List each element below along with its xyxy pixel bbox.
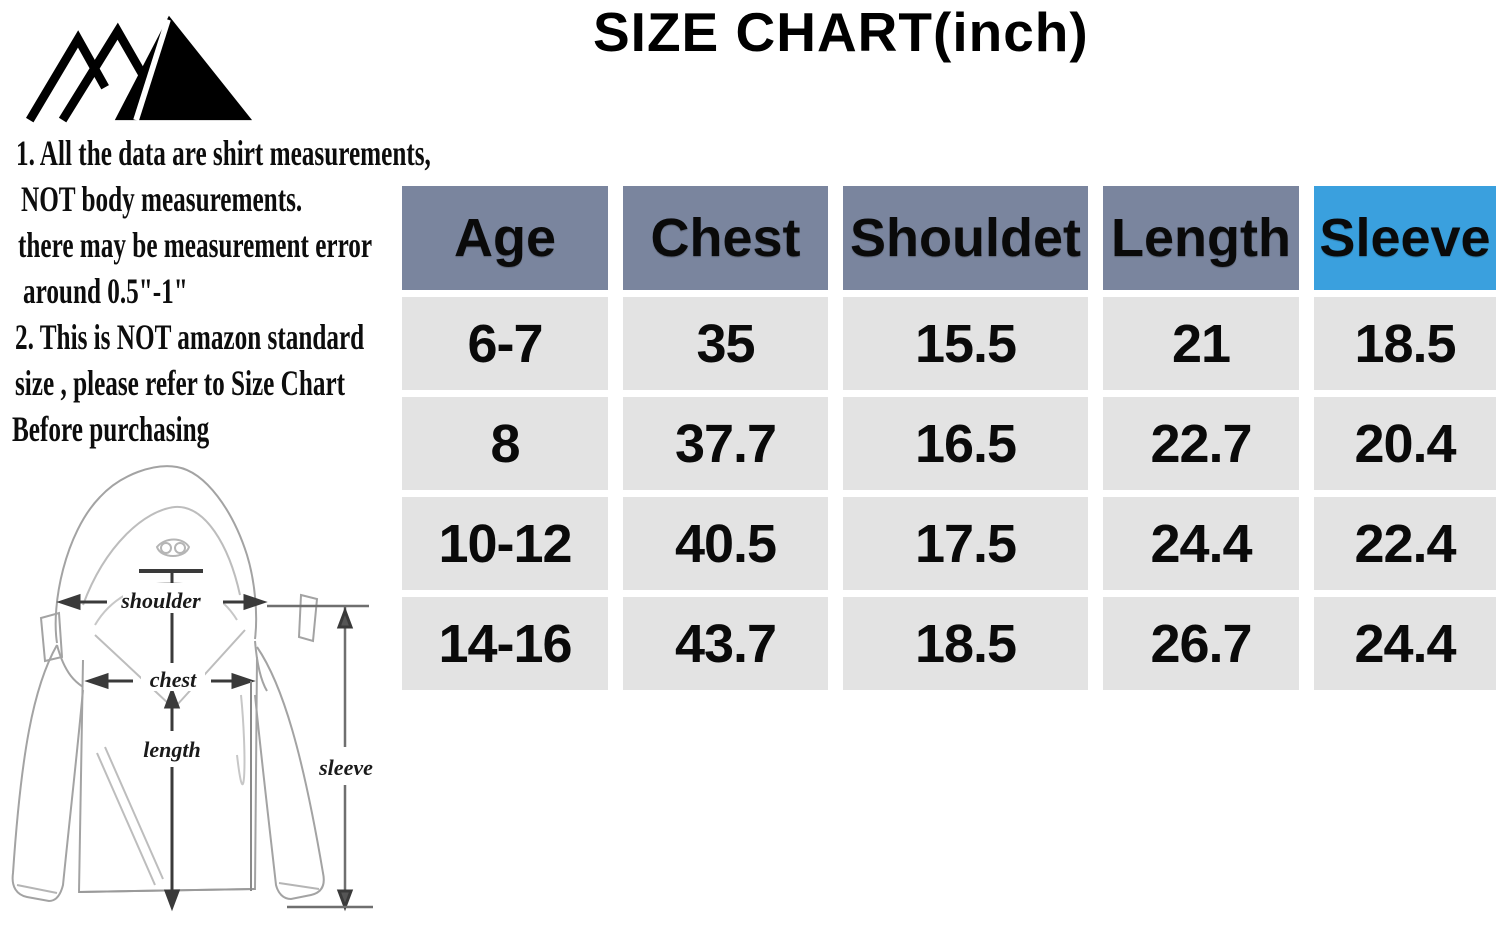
table-cell-shoulder: 18.5 [843,597,1088,690]
table-cell-chest: 40.5 [623,497,828,590]
column-header-chest: Chest [623,186,828,290]
table-cell-age: 8 [402,397,608,490]
table-cell-age: 10-12 [402,497,608,590]
notes-block: 1. All the data are shirt measurements, … [12,130,492,452]
table-cell-length: 26.7 [1103,597,1299,690]
note-line: 1. All the data are shirt measurements, [16,133,431,173]
chest-label: chest [150,667,197,692]
table-cell-length: 21 [1103,297,1299,390]
note-line: around 0.5"-1" [23,271,188,311]
note-line: there may be measurement error [18,225,373,265]
table-cell-sleeve: 22.4 [1314,497,1496,590]
note-line: Before purchasing [12,409,210,449]
table-cell-length: 24.4 [1103,497,1299,590]
sleeve-label: sleeve [318,755,373,780]
table-cell-length: 22.7 [1103,397,1299,490]
diagram-labels: shoulder chest length sleeve [120,583,381,781]
note-line: 2. This is NOT amazon standard [15,317,365,357]
table-cell-age: 6-7 [402,297,608,390]
shoulder-label: shoulder [120,588,201,613]
table-cell-age: 14-16 [402,597,608,690]
table-cell-shoulder: 17.5 [843,497,1088,590]
size-table: Age Chest Shouldet Length Sleeve 6-7 35 … [402,186,1496,690]
note-line: size , please refer to Size Chart [15,363,346,403]
table-cell-chest: 43.7 [623,597,828,690]
column-header-age: Age [402,186,608,290]
column-header-sleeve: Sleeve [1314,186,1496,290]
page-title: SIZE CHART(inch) [593,1,1089,63]
table-cell-sleeve: 18.5 [1314,297,1496,390]
dimension-lines [56,569,373,912]
mountain-logo-icon [25,15,253,123]
table-cell-shoulder: 15.5 [843,297,1088,390]
column-header-length: Length [1103,186,1299,290]
note-line: NOT body measurements. [21,179,303,219]
jacket-diagram: shoulder chest length sleeve [11,465,381,912]
table-cell-sleeve: 20.4 [1314,397,1496,490]
table-cell-sleeve: 24.4 [1314,597,1496,690]
column-header-shoulder: Shouldet [843,186,1088,290]
table-cell-chest: 35 [623,297,828,390]
table-cell-chest: 37.7 [623,397,828,490]
length-label: length [143,737,200,762]
table-cell-shoulder: 16.5 [843,397,1088,490]
